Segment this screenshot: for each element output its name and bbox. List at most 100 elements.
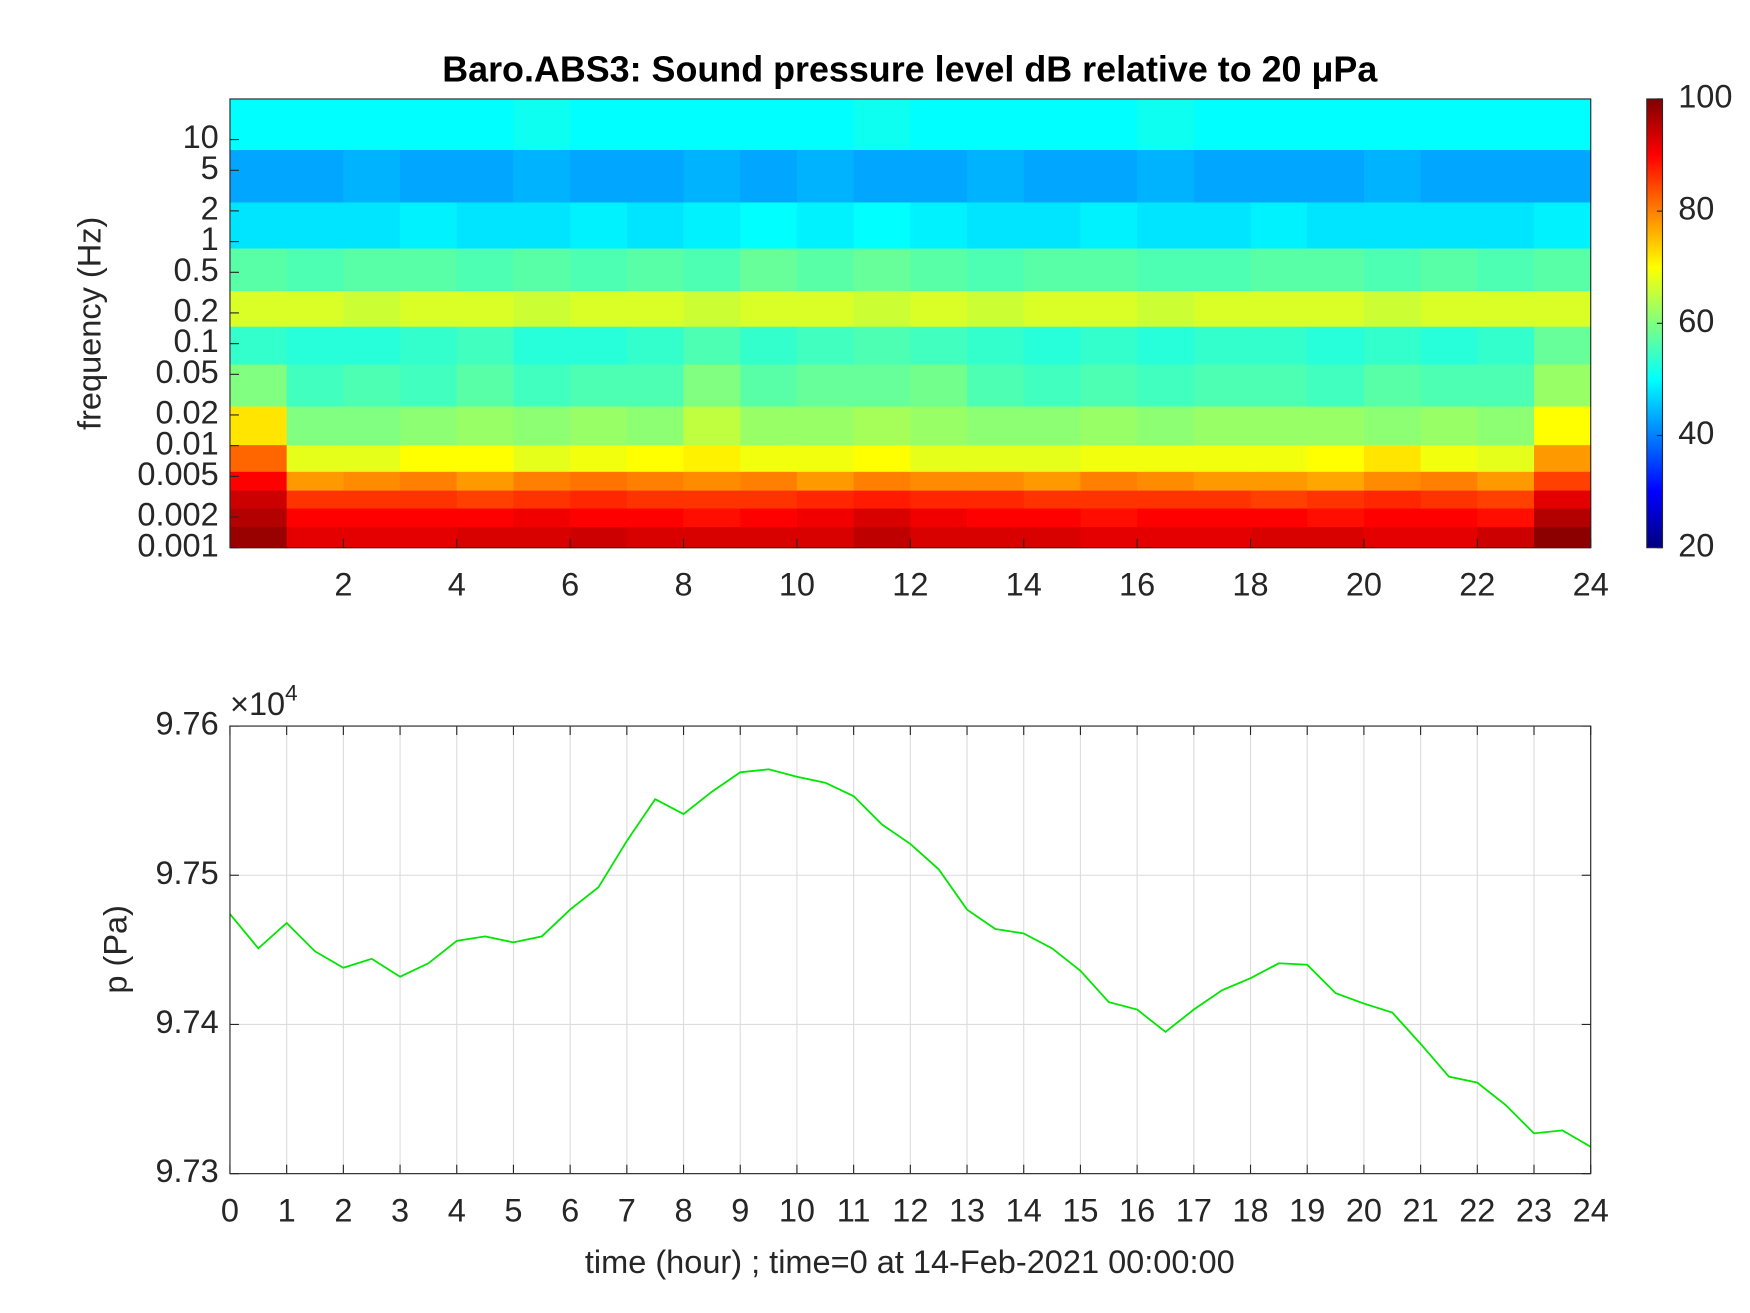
heat-cell [626,149,685,203]
heat-cell [1363,326,1422,365]
heat-cell [286,290,344,327]
heat-cell [796,490,855,509]
heat-cell [1137,471,1195,491]
heat-cell [1250,405,1308,446]
heat-cell [229,149,288,203]
heat-cell [626,526,685,549]
heat-cell [1137,247,1195,292]
heat-cell [513,290,571,327]
heat-cell [1080,471,1138,491]
x-tick-label: 24 [1573,567,1609,603]
colorbar-tick-label: 20 [1678,527,1714,563]
heat-cell [1420,507,1478,528]
heat-cell [1420,490,1478,509]
heat-cell [967,507,1025,528]
heat-cell [853,201,911,249]
heat-cell [626,471,685,491]
heat-cell [740,98,798,151]
heat-cell [1250,444,1308,472]
heat-cell [796,444,855,472]
x-tick-label: 20 [1346,567,1382,603]
heat-cell [1307,471,1365,491]
heat-cell [1080,490,1138,509]
heat-cell [570,247,628,292]
y-tick-label: 0.001 [137,527,218,563]
heat-cell [400,98,458,151]
heat-cell [683,247,741,292]
heat-cell [456,201,515,249]
heat-cell [1080,444,1138,472]
heat-cell [229,201,288,249]
heat-cell [740,363,798,407]
heat-cell [910,490,968,509]
heat-cell [1307,363,1365,407]
heat-cell [1080,326,1138,365]
heat-cell [1193,405,1252,446]
heat-cell [796,290,855,327]
heat-cell [1080,247,1138,292]
heat-cell [456,405,515,446]
heat-cell [1250,149,1308,203]
x-tick-label: 0 [221,1193,239,1229]
y-tick-label: 0.002 [137,497,218,533]
heat-cell [1023,526,1081,549]
heat-cell [343,326,401,365]
heat-cell [967,149,1025,203]
heat-cell [626,507,685,528]
heat-cell [683,526,741,549]
heat-cell [853,471,911,491]
heat-cell [1477,405,1535,446]
heat-cell [1023,363,1081,407]
heat-cell [1193,507,1252,528]
heat-cell [286,326,344,365]
x-axis-label: time (hour) ; time=0 at 14-Feb-2021 00:0… [585,1244,1235,1280]
heat-cell [1193,490,1252,509]
x-tick-label: 2 [334,1193,352,1229]
x-tick-label: 20 [1346,1193,1382,1229]
heat-cell [1477,363,1535,407]
heat-cell [1137,98,1195,151]
heat-cell [343,471,401,491]
heat-cell [1137,149,1195,203]
heat-cell [910,149,968,203]
heat-cell [570,363,628,407]
heat-cell [400,326,458,365]
heat-cell [1307,326,1365,365]
x-tick-label: 14 [1006,1193,1042,1229]
heat-cell [1250,507,1308,528]
heat-cell [796,201,855,249]
heat-cell [1477,290,1535,327]
heat-cell [1420,363,1478,407]
heat-cell [853,247,911,292]
heat-cell [1477,326,1535,365]
heat-cell [286,471,344,491]
colorbar-tick-label: 60 [1678,303,1714,339]
heat-cell [910,444,968,472]
heat-cell [570,201,628,249]
multiplier: ×10 [230,685,285,721]
y-tick-label: 0.2 [174,293,219,329]
heat-cell [513,247,571,292]
heat-cell [286,149,344,203]
heat-cell [513,507,571,528]
heat-cell [570,471,628,491]
heat-cell [343,290,401,327]
heat-cell [1193,363,1252,407]
heat-cell [626,326,685,365]
heat-cell [740,326,798,365]
colorbar-tick-label: 80 [1678,191,1714,227]
heat-cell [683,444,741,472]
heat-cell [1307,290,1365,327]
heat-cell [570,507,628,528]
heat-cell [1534,247,1592,292]
heat-cell [456,526,515,549]
heat-cell [456,149,515,203]
heat-cell [1363,526,1422,549]
heat-cell [853,290,911,327]
heat-cell [796,471,855,491]
heat-cell [513,326,571,365]
heat-cell [513,490,571,509]
y-multiplier: ×104 [230,681,298,722]
y-tick-label: 10 [183,119,219,155]
heat-cell [626,201,685,249]
